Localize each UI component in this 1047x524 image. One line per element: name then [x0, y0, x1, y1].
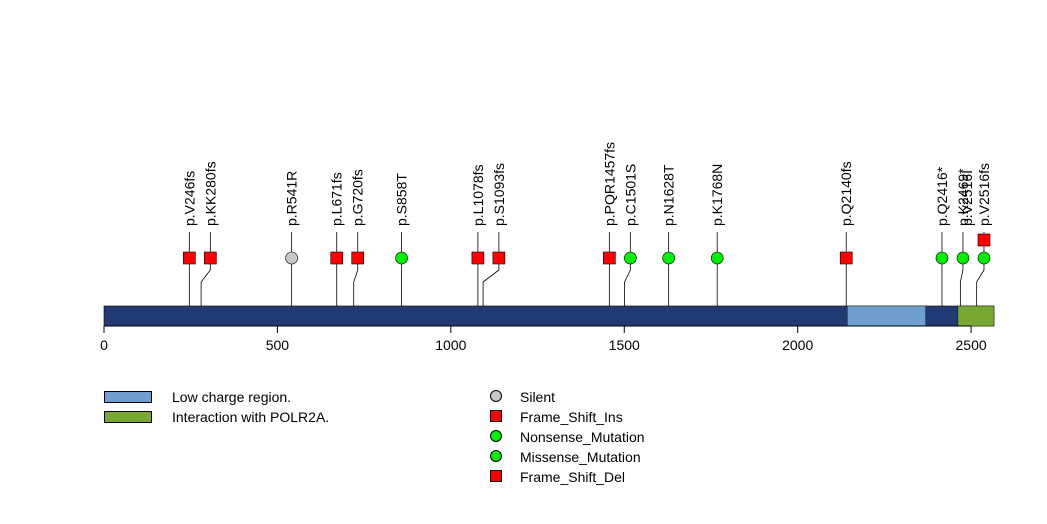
mutation-marker	[603, 251, 616, 265]
protein-track	[103, 305, 995, 327]
mutation-label: p.L1078fs	[470, 165, 486, 226]
mutation-legend-label: Missense_Mutation	[520, 449, 641, 465]
mutation-label: p.PQR1457fs	[601, 142, 617, 226]
mutation-layer: p.V246fs p.KK280fs p.R541R p.L671fs p.G720fs…	[181, 142, 992, 306]
domain-legend-label: Low charge region.	[172, 389, 292, 405]
mutation-marker	[395, 251, 408, 265]
mutation-marker	[183, 251, 196, 265]
mutation-label: p.Q2140fs	[838, 161, 854, 226]
mutation-label: p.G720fs	[350, 169, 366, 226]
mutation-marker	[492, 251, 506, 265]
mutation-marker	[839, 251, 853, 265]
x-tick-label: 1000	[435, 337, 466, 353]
mutation-legend: Silent Frame_Shift_Ins Nonsense_Mutation…	[490, 388, 710, 492]
mutation-label: p.V2516I	[959, 170, 975, 226]
mutation-stem	[624, 258, 631, 306]
missense-symbol-icon	[490, 450, 502, 462]
mutation-marker	[977, 251, 991, 265]
mutation-label: p.Q2416*	[934, 166, 950, 226]
mutation-marker	[285, 251, 298, 265]
mutation-legend-label: Frame_Shift_Ins	[520, 409, 623, 425]
mutation-label: p.K1768N	[709, 164, 725, 226]
x-tick-label: 2000	[782, 337, 813, 353]
mutation-label: p.KK280fs	[202, 161, 218, 226]
mutation-marker	[471, 251, 485, 265]
mutation-label: p.V2516fs	[976, 163, 992, 226]
domain-legend-label: Interaction with POLR2A.	[172, 409, 330, 425]
frameshift-del-symbol-icon	[490, 470, 502, 482]
mutation-marker	[351, 251, 365, 265]
mutation-label: p.N1628T	[661, 164, 677, 226]
mutation-label: p.R541R	[284, 171, 300, 226]
silent-symbol-icon	[490, 390, 502, 402]
x-tick-label: 1500	[609, 337, 640, 353]
nonsense-symbol-icon	[490, 430, 502, 442]
mutation-label: p.K2469*	[955, 168, 971, 226]
mutation-marker	[935, 251, 949, 265]
mutation-stem	[353, 258, 359, 306]
mutation-marker	[204, 251, 217, 265]
mutation-label: p.S858T	[394, 173, 410, 226]
mutation-stem	[200, 258, 211, 306]
mutation-stem	[959, 258, 964, 306]
mutation-legend-label: Nonsense_Mutation	[520, 429, 645, 445]
x-tick-label: 0	[100, 337, 108, 353]
mutation-marker	[977, 233, 991, 247]
mutation-marker	[662, 251, 675, 265]
domain-swatch	[104, 391, 152, 403]
frameshift-ins-symbol-icon	[490, 410, 502, 422]
mutation-legend-label: Frame_Shift_Del	[520, 469, 626, 485]
domain-region	[847, 305, 926, 327]
x-tick-label: 2500	[956, 337, 987, 353]
mutation-stem	[482, 258, 500, 306]
domain-swatch	[104, 411, 152, 423]
domain-legend: Low charge region. Interaction with POLR…	[104, 388, 434, 438]
x-tick-label: 500	[266, 337, 290, 353]
mutation-label: p.S1093fs	[491, 163, 507, 226]
mutation-marker	[624, 251, 637, 265]
x-axis: 0 500 1000 1500 2000 2500	[100, 325, 987, 353]
mutation-label: p.C1501S	[622, 164, 638, 226]
mutation-marker	[330, 251, 344, 265]
domain-region	[957, 305, 995, 327]
mutation-marker	[710, 251, 724, 265]
mutation-label: p.V246fs	[181, 171, 197, 226]
mutation-marker	[956, 251, 970, 265]
mutation-stem	[976, 258, 985, 306]
mutation-label: p.L671fs	[329, 172, 345, 226]
mutation-legend-label: Silent	[520, 389, 556, 405]
